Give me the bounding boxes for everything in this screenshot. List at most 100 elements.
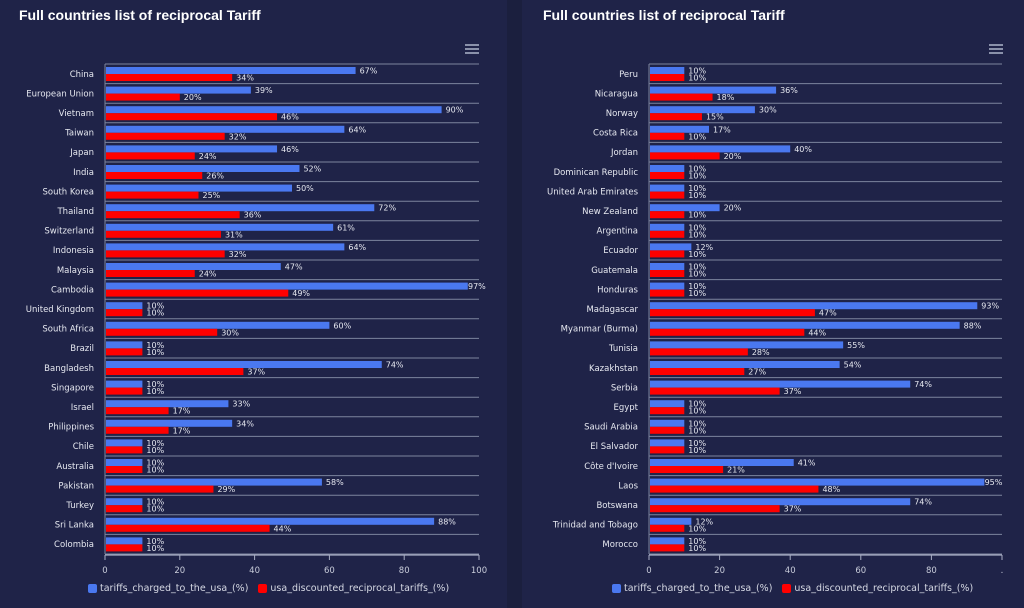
data-label: 10% [688, 524, 706, 533]
bar-discounted-reciprocal [650, 407, 685, 415]
legend-swatch-red [258, 584, 268, 593]
legend-item-tariffs-charged[interactable]: tariffs_charged_to_the_usa_(%) [612, 583, 772, 594]
bar-discounted-reciprocal [106, 289, 289, 297]
data-label: 10% [146, 459, 164, 468]
category-label: Laos [618, 481, 638, 491]
data-label: 95% [985, 478, 1003, 487]
bar-discounted-reciprocal [650, 387, 780, 395]
bar-discounted-reciprocal [650, 74, 685, 81]
data-label: 27% [748, 368, 766, 377]
category-label: Côte d'Ivoire [584, 461, 638, 472]
data-label: 39% [255, 86, 273, 95]
bar-discounted-reciprocal [650, 348, 748, 356]
bar-tariffs-charged [106, 165, 300, 172]
data-label: 60% [333, 321, 351, 330]
x-tick-label: 80 [926, 566, 937, 576]
bar-discounted-reciprocal [106, 544, 143, 552]
bar-discounted-reciprocal [106, 426, 169, 434]
bar-tariffs-charged [650, 478, 985, 486]
bar-discounted-reciprocal [650, 250, 685, 258]
data-label: 50% [296, 184, 314, 193]
bar-tariffs-charged [650, 204, 720, 212]
bar-discounted-reciprocal [106, 113, 278, 121]
legend-item-discounted-reciprocal[interactable]: usa_discounted_reciprocal_tariffs_(%) [258, 583, 449, 594]
x-tick-label: 0 [102, 566, 107, 576]
category-label: Myanmar (Burma) [561, 325, 638, 335]
data-label: 72% [378, 204, 396, 213]
bar-tariffs-charged [106, 86, 251, 94]
data-label: 49% [292, 289, 310, 298]
data-label: 10% [688, 400, 706, 409]
bar-tariffs-charged [650, 517, 692, 525]
bar-tariffs-charged [106, 537, 143, 545]
hamburger-menu-icon[interactable] [989, 44, 1003, 54]
hamburger-menu-icon[interactable] [465, 44, 479, 54]
bar-tariffs-charged [106, 478, 322, 486]
bar-tariffs-charged [650, 419, 685, 427]
category-label: Serbia [611, 383, 638, 393]
data-label: 29% [217, 485, 235, 494]
bar-discounted-reciprocal [106, 132, 225, 140]
data-label: 24% [199, 152, 217, 161]
data-label: 10% [688, 230, 706, 239]
data-label: 10% [688, 419, 706, 428]
data-label: 74% [386, 361, 404, 370]
category-label: Turkey [65, 501, 94, 511]
data-label: 90% [446, 106, 464, 115]
legend-item-discounted-reciprocal[interactable]: usa_discounted_reciprocal_tariffs_(%) [782, 583, 973, 594]
data-label: 41% [798, 459, 816, 468]
bar-discounted-reciprocal [106, 407, 169, 415]
category-label: Malaysia [57, 266, 94, 276]
legend-label: usa_discounted_reciprocal_tariffs_(%) [270, 583, 450, 594]
data-label: 10% [146, 348, 164, 357]
data-label: 40% [794, 145, 812, 154]
bar-discounted-reciprocal [106, 172, 203, 179]
bar-tariffs-charged [106, 263, 281, 270]
x-tick-label: 60 [855, 566, 866, 576]
data-label: 93% [981, 302, 999, 311]
legend-swatch-blue [612, 584, 621, 593]
data-label: 46% [281, 113, 299, 122]
data-label: 32% [229, 250, 247, 259]
data-label: 36% [780, 86, 798, 95]
bar-discounted-reciprocal [650, 172, 685, 179]
data-label: 10% [688, 544, 706, 553]
bar-discounted-reciprocal [106, 466, 143, 473]
data-label: 37% [784, 505, 802, 514]
category-label: Trinidad and Tobago [552, 521, 638, 531]
data-label: 10% [688, 172, 706, 181]
bar-tariffs-charged [650, 459, 794, 466]
bar-tariffs-charged [650, 184, 685, 192]
category-label: Dominican Republic [554, 168, 639, 178]
category-label: Peru [619, 70, 638, 80]
category-label: Brazil [70, 344, 94, 354]
bar-tariffs-charged [650, 165, 685, 172]
data-label: 10% [688, 426, 706, 435]
bar-discounted-reciprocal [650, 211, 685, 219]
bar-discounted-reciprocal [106, 211, 240, 219]
category-label: China [70, 70, 94, 80]
data-label: 46% [281, 145, 299, 154]
bar-tariffs-charged [650, 321, 960, 329]
category-label: Morocco [602, 540, 638, 550]
x-tick-label: . [1001, 566, 1004, 576]
bar-discounted-reciprocal [106, 74, 233, 81]
bar-tariffs-charged [106, 517, 435, 525]
legend-label: tariffs_charged_to_the_usa_(%) [624, 583, 773, 594]
bar-tariffs-charged [106, 204, 375, 212]
data-label: 10% [688, 270, 706, 279]
data-label: 17% [173, 426, 191, 435]
category-label: Guatemala [591, 266, 638, 276]
bar-tariffs-charged [650, 439, 685, 447]
data-label: 37% [247, 368, 265, 377]
bar-tariffs-charged [650, 498, 911, 506]
category-label: El Salvador [590, 442, 638, 452]
category-label: South Korea [42, 187, 94, 197]
legend-item-tariffs-charged[interactable]: tariffs_charged_to_the_usa_(%) [88, 583, 248, 594]
category-label: Saudi Arabia [584, 423, 638, 433]
data-label: 10% [688, 191, 706, 200]
bar-tariffs-charged [106, 321, 330, 329]
data-label: 10% [146, 505, 164, 514]
data-label: 10% [688, 223, 706, 232]
data-label: 37% [784, 387, 802, 396]
